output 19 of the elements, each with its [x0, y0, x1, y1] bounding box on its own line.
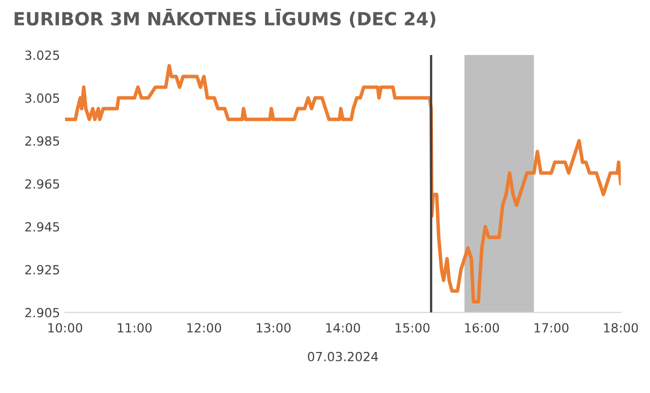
- line-series: [65, 64, 621, 304]
- y-tick-label: 2.985: [25, 136, 60, 146]
- y-tick-label: 3.005: [25, 93, 60, 103]
- x-tick-label: 15:00: [396, 323, 430, 333]
- x-tick-label: 11:00: [118, 323, 152, 333]
- x-axis-title: 07.03.2024: [308, 352, 378, 362]
- y-tick-label: 3.025: [25, 50, 60, 60]
- x-tick-label: 13:00: [256, 323, 291, 333]
- y-tick-label: 2.905: [25, 308, 60, 318]
- chart-title: EURIBOR 3M NĀKOTNES LĪGUMS (DEC 24): [14, 8, 436, 28]
- x-tick-label: 17:00: [534, 323, 568, 333]
- y-tick-label: 2.925: [25, 265, 60, 274]
- y-tick-label: 2.945: [25, 222, 60, 232]
- x-tick-label: 10:00: [48, 323, 82, 333]
- x-tick-label: 14:00: [326, 323, 360, 333]
- x-tick-label: 16:00: [465, 323, 499, 333]
- x-tick-label: 12:00: [187, 323, 222, 333]
- y-tick-label: 2.965: [25, 179, 60, 189]
- x-tick-label: 18:00: [604, 323, 638, 333]
